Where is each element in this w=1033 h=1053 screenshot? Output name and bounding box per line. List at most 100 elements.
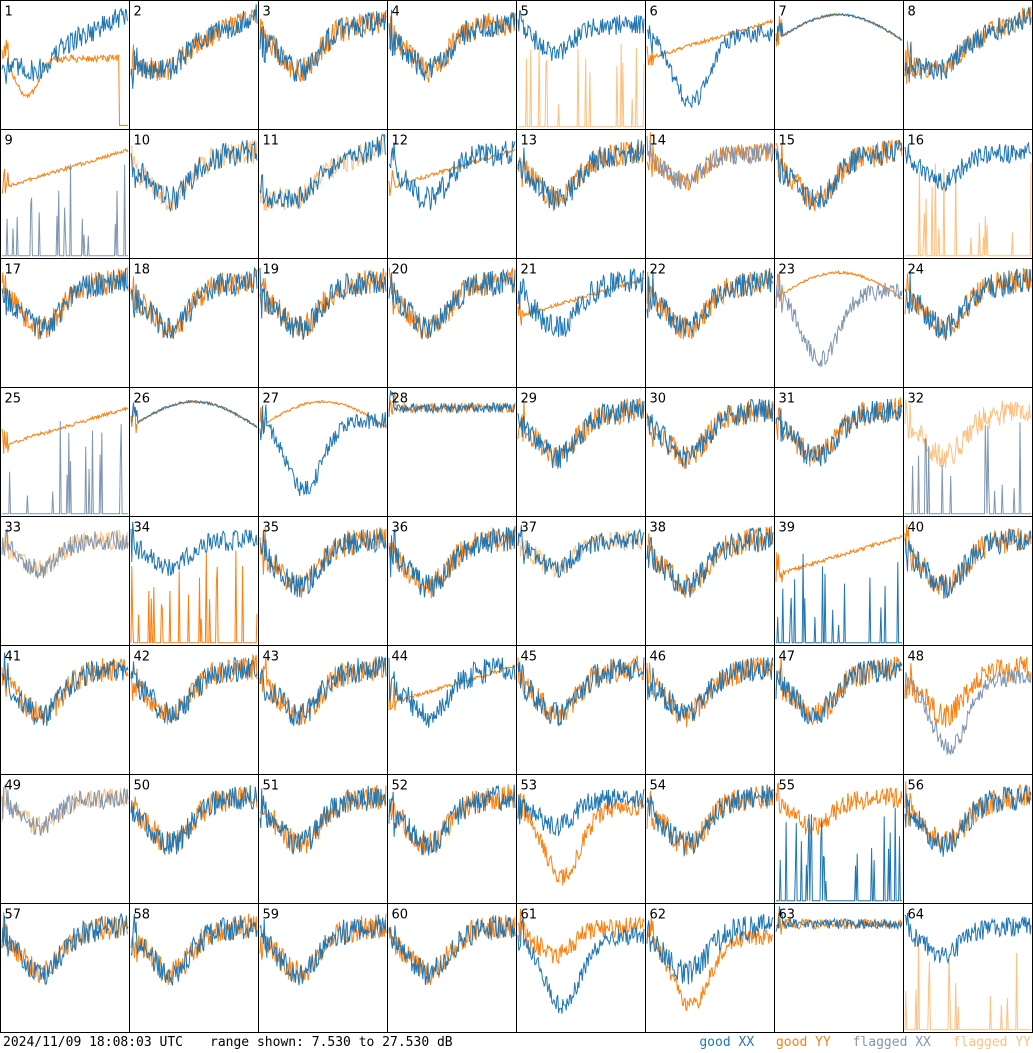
tile-frame [130, 904, 259, 1033]
tile-34: 34 [130, 517, 259, 646]
tile-16: 16 [904, 130, 1033, 259]
tile-frame [1, 517, 130, 646]
tile-number: 6 [650, 5, 658, 20]
tile-number: 35 [263, 521, 280, 536]
tile-42: 42 [130, 646, 259, 775]
tile-frame [388, 259, 517, 388]
tile-number: 61 [521, 908, 538, 923]
tile-38: 38 [646, 517, 775, 646]
tile-number: 8 [908, 5, 916, 20]
tile-43: 43 [259, 646, 388, 775]
tile-number: 49 [5, 779, 22, 794]
tile-7: 7 [775, 1, 904, 130]
tile-number: 11 [263, 134, 280, 149]
legend-good-yy: good YY [776, 1035, 831, 1050]
tile-frame [517, 775, 646, 904]
tile-number: 22 [650, 263, 667, 278]
tile-frame [1, 130, 130, 259]
tile-number: 28 [392, 392, 409, 407]
tile-23: 23 [775, 259, 904, 388]
tile-number: 19 [263, 263, 280, 278]
tile-frame [646, 1, 775, 130]
tile-number: 44 [392, 650, 409, 665]
tile-31: 31 [775, 388, 904, 517]
tile-9: 9 [1, 130, 130, 259]
tile-number: 7 [779, 5, 787, 20]
tile-number: 1 [5, 5, 13, 20]
tile-3: 3 [259, 1, 388, 130]
tile-number: 23 [779, 263, 796, 278]
tile-number: 26 [134, 392, 151, 407]
tile-6: 6 [646, 1, 775, 130]
tile-number: 21 [521, 263, 538, 278]
tile-number: 10 [134, 134, 151, 149]
tile-21: 21 [517, 259, 646, 388]
tile-62: 62 [646, 904, 775, 1033]
tile-frame [904, 259, 1033, 388]
tile-47: 47 [775, 646, 904, 775]
tile-50: 50 [130, 775, 259, 904]
tile-frame [259, 646, 388, 775]
tile-number: 24 [908, 263, 925, 278]
tile-frame [646, 130, 775, 259]
tile-frame [904, 646, 1033, 775]
tile-frame [1, 1, 130, 130]
tile-4: 4 [388, 1, 517, 130]
tile-number: 55 [779, 779, 796, 794]
tile-frame [130, 775, 259, 904]
tile-46: 46 [646, 646, 775, 775]
tile-59: 59 [259, 904, 388, 1033]
tile-number: 2 [134, 5, 142, 20]
tile-number: 52 [392, 779, 409, 794]
tile-number: 51 [263, 779, 280, 794]
tile-number: 3 [263, 5, 271, 20]
tile-52: 52 [388, 775, 517, 904]
tile-5: 5 [517, 1, 646, 130]
tile-number: 18 [134, 263, 151, 278]
tile-number: 58 [134, 908, 151, 923]
tile-number: 36 [392, 521, 409, 536]
tile-number: 48 [908, 650, 925, 665]
tile-19: 19 [259, 259, 388, 388]
tile-29: 29 [517, 388, 646, 517]
tile-number: 62 [650, 908, 667, 923]
legend-good-xx: good XX [699, 1035, 754, 1050]
tile-33: 33 [1, 517, 130, 646]
tile-63: 63 [775, 904, 904, 1033]
legend: good XX good YY flagged XX flagged YY [685, 1033, 1031, 1053]
tile-53: 53 [517, 775, 646, 904]
tile-number: 64 [908, 908, 925, 923]
tile-number: 33 [5, 521, 22, 536]
tile-10: 10 [130, 130, 259, 259]
footer: 2024/11/09 18:08:03 UTC range shown: 7.5… [0, 1033, 1033, 1053]
tile-frame [388, 904, 517, 1033]
tile-58: 58 [130, 904, 259, 1033]
tile-27: 27 [259, 388, 388, 517]
tile-20: 20 [388, 259, 517, 388]
tile-45: 45 [517, 646, 646, 775]
tile-54: 54 [646, 775, 775, 904]
tile-number: 46 [650, 650, 667, 665]
tile-number: 59 [263, 908, 280, 923]
tile-number: 9 [5, 134, 13, 149]
tile-24: 24 [904, 259, 1033, 388]
tile-frame [259, 130, 388, 259]
tile-number: 45 [521, 650, 538, 665]
tile-number: 14 [650, 134, 667, 149]
tile-frame [904, 388, 1033, 517]
tile-2: 2 [130, 1, 259, 130]
tile-frame [130, 388, 259, 517]
tile-number: 47 [779, 650, 796, 665]
tile-number: 56 [908, 779, 925, 794]
tile-number: 43 [263, 650, 280, 665]
tile-frame [388, 130, 517, 259]
tile-frame [1, 388, 130, 517]
tile-28: 28 [388, 388, 517, 517]
tile-56: 56 [904, 775, 1033, 904]
range-shown: range shown: 7.530 to 27.530 dB [210, 1033, 453, 1053]
tile-frame [775, 646, 904, 775]
tile-8: 8 [904, 1, 1033, 130]
tile-41: 41 [1, 646, 130, 775]
tile-35: 35 [259, 517, 388, 646]
tile-frame [517, 259, 646, 388]
